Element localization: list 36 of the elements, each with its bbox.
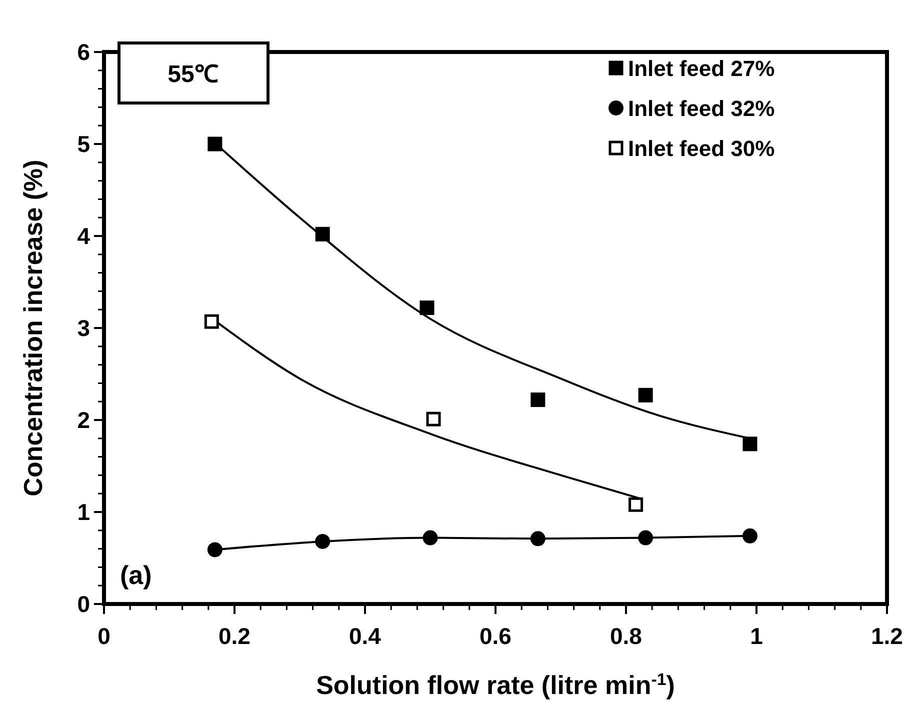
point (204, 314, 219, 329)
legend-label: Inlet feed 32% (628, 96, 775, 121)
y-axis-title: Concentration increase (%) (18, 160, 48, 496)
y-tick-label: 2 (77, 407, 90, 433)
x-tick-label: 0.8 (610, 623, 642, 649)
point (742, 436, 758, 452)
point (742, 528, 758, 544)
point (638, 388, 653, 402)
point (315, 226, 330, 242)
point (530, 392, 546, 408)
x-tick-label: 1.2 (871, 623, 903, 649)
x-tick-label: 0.4 (349, 623, 382, 649)
y-tick-label: 1 (77, 499, 90, 525)
point (208, 136, 222, 152)
annotation: 55℃ (168, 61, 218, 88)
legend-label: Inlet feed 30% (628, 136, 775, 161)
x-tick-label: 1 (750, 623, 764, 649)
x-tick-label: 0.2 (218, 623, 250, 649)
x-tick-label: 0 (98, 623, 110, 649)
y-tick-label: 3 (77, 315, 90, 341)
point (426, 412, 441, 426)
y-tick-label: 4 (77, 223, 90, 249)
point (628, 497, 644, 512)
x-tick-label: 0.6 (480, 623, 512, 649)
legend-label: Inlet feed 27% (628, 56, 775, 81)
point (638, 530, 654, 546)
point (207, 542, 222, 558)
y-tick-label: 6 (77, 39, 90, 65)
point (422, 530, 438, 546)
annotation: (a) (120, 560, 152, 590)
y-tick-label: 0 (77, 591, 90, 617)
y-tick-label: 5 (77, 131, 90, 157)
point (530, 531, 546, 546)
point (315, 534, 330, 549)
x-axis-title: Solution flow rate (litre min$^{-1}$) (316, 670, 675, 700)
point (420, 300, 434, 316)
